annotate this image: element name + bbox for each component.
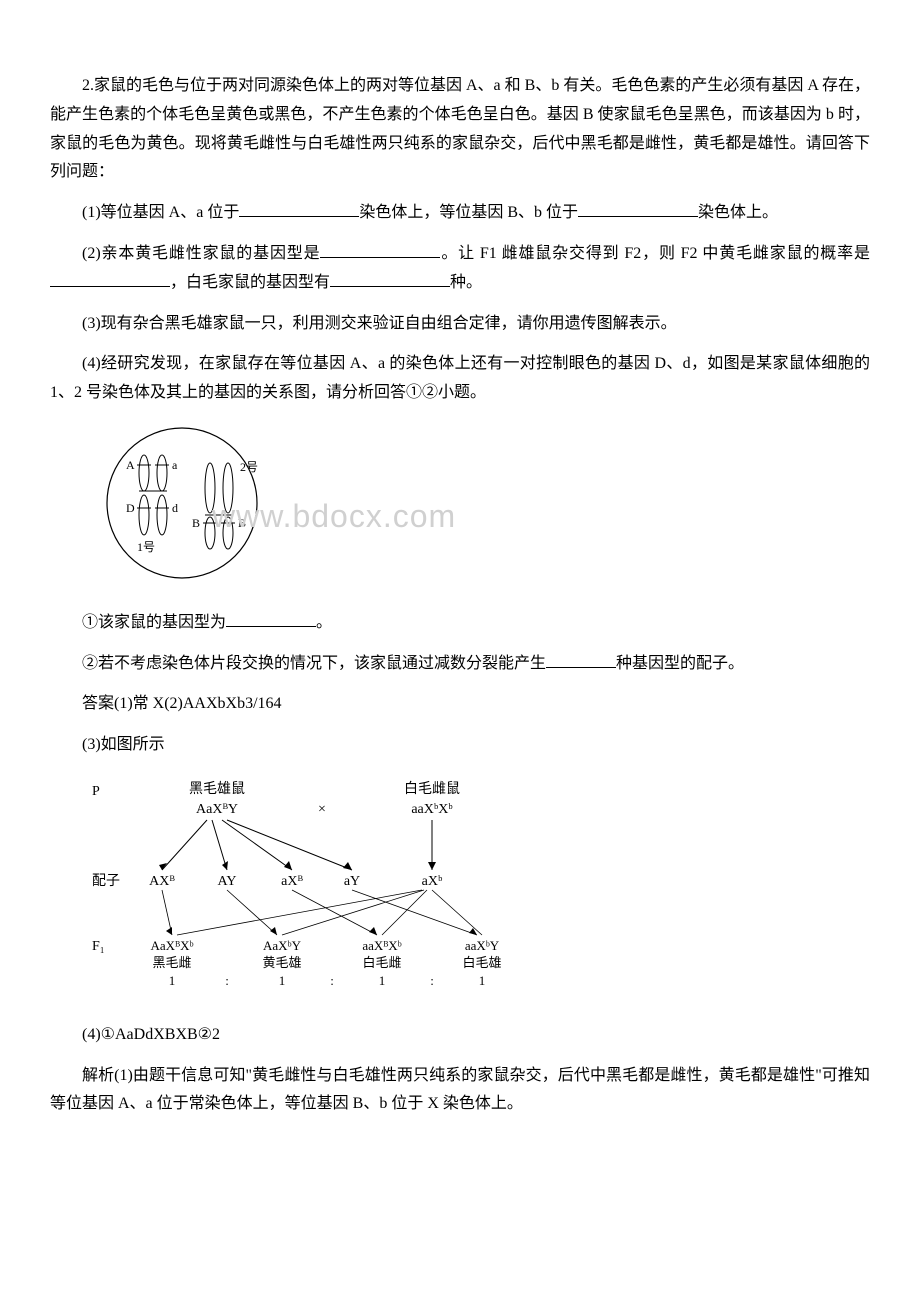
q2-p4-2b: 种基因型的配子。: [616, 655, 744, 672]
ratio-1: :: [225, 973, 229, 988]
q2-part1: (1)等位基因 A、a 位于 染色体上，等位基因 B、b 位于 染色体上。: [50, 199, 870, 228]
p-white: 白毛雌鼠: [404, 781, 460, 797]
f1-ph-0: 黑毛雌: [152, 955, 191, 970]
q2-intro: 2.家鼠的毛色与位于两对同源染色体上的两对等位基因 A、a 和 B、b 有关。毛…: [50, 72, 870, 187]
ratio-6: 1: [479, 973, 486, 988]
label-F1: F₁: [92, 939, 105, 954]
q2-p2-b: 。让 F1 雌雄鼠杂交得到 F2，则 F2 中黄毛雌家鼠的概率是: [440, 245, 870, 262]
f1-g-2: aaXᴮXᵇ: [362, 938, 401, 953]
q2-p4-1: ①该家鼠的基因型为 。: [50, 609, 870, 638]
answer-3-label: (3)如图所示: [50, 731, 870, 760]
label-D: D: [126, 501, 135, 515]
q2-p2-a: (2)亲本黄毛雌性家鼠的基因型是: [82, 245, 320, 262]
gamete-1: AY: [218, 874, 237, 889]
q2-p1-b: 染色体上，等位基因 B、b 位于: [359, 204, 578, 221]
gamete-4: aXᵇ: [422, 874, 443, 889]
gamete-2: aXᴮ: [281, 874, 303, 889]
q2-p4-1a: ①该家鼠的基因型为: [82, 614, 226, 631]
cross-diagram: P 配子 F₁ 黑毛雄鼠 AaXᴮY × 白毛雌鼠 aaXᵇXᵇ AXᴮ AY …: [82, 775, 870, 1006]
f1-ph-1: 黄毛雄: [262, 955, 301, 970]
f1-ph-3: 白毛雄: [462, 955, 501, 970]
q2-p4-2a: ②若不考虑染色体片段交换的情况下，该家鼠通过减数分裂能产生: [82, 655, 546, 672]
blank: [226, 610, 316, 627]
label-P: P: [92, 784, 100, 799]
label-B: B: [192, 516, 200, 530]
blank: [330, 270, 450, 287]
blank: [320, 241, 440, 258]
label-A: A: [126, 458, 135, 472]
answer-1-2: 答案(1)常 X(2)AAXbXb3/164: [50, 690, 870, 719]
cross-symbol: ×: [318, 802, 326, 817]
q2-p4-2: ②若不考虑染色体片段交换的情况下，该家鼠通过减数分裂能产生 种基因型的配子。: [50, 650, 870, 679]
ratio-5: :: [430, 973, 434, 988]
answer-4: (4)①AaDdXBXB②2: [50, 1021, 870, 1050]
f1-g-3: aaXᵇY: [465, 938, 500, 953]
label-2: 2号: [240, 460, 258, 474]
q2-part4: (4)经研究发现，在家鼠存在等位基因 A、a 的染色体上还有一对控制眼色的基因 …: [50, 350, 870, 408]
cell-diagram: A a D d 1号 B B 2号 www.bdocx.com: [82, 423, 870, 594]
analysis: 解析(1)由题干信息可知"黄毛雌性与白毛雄性两只纯系的家鼠杂交，后代中黑毛都是雌…: [50, 1062, 870, 1120]
blank: [546, 651, 616, 668]
q2-p1-a: (1)等位基因 A、a 位于: [82, 204, 239, 221]
f1-g-0: AaXᴮXᵇ: [151, 938, 194, 953]
q2-p2-c: ，白毛家鼠的基因型有: [170, 274, 330, 291]
blank: [239, 200, 359, 217]
q2-p1-c: 染色体上。: [698, 204, 778, 221]
ratio-4: 1: [379, 973, 386, 988]
label-a: a: [172, 458, 178, 472]
f1-ph-2: 白毛雌: [362, 955, 401, 970]
g-black: AaXᴮY: [196, 802, 238, 817]
label-B2: B: [238, 516, 246, 530]
label-1: 1号: [137, 540, 155, 554]
ratio-3: :: [330, 973, 334, 988]
label-d: d: [172, 501, 178, 515]
g-white: aaXᵇXᵇ: [411, 802, 453, 817]
q2-p2-d: 种。: [450, 274, 482, 291]
q2-p4-1b: 。: [316, 614, 332, 631]
p-black: 黑毛雄鼠: [189, 781, 245, 797]
blank: [578, 200, 698, 217]
blank: [50, 270, 170, 287]
f1-g-1: AaXᵇY: [263, 938, 302, 953]
ratio-0: 1: [169, 973, 176, 988]
label-gamete: 配子: [92, 873, 120, 889]
q2-part3: (3)现有杂合黑毛雄家鼠一只，利用测交来验证自由组合定律，请你用遗传图解表示。: [50, 310, 870, 339]
ratio-2: 1: [279, 973, 286, 988]
gamete-3: aY: [344, 874, 360, 889]
q2-part2: (2)亲本黄毛雌性家鼠的基因型是 。让 F1 雌雄鼠杂交得到 F2，则 F2 中黄…: [50, 240, 870, 298]
gamete-0: AXᴮ: [149, 874, 175, 889]
